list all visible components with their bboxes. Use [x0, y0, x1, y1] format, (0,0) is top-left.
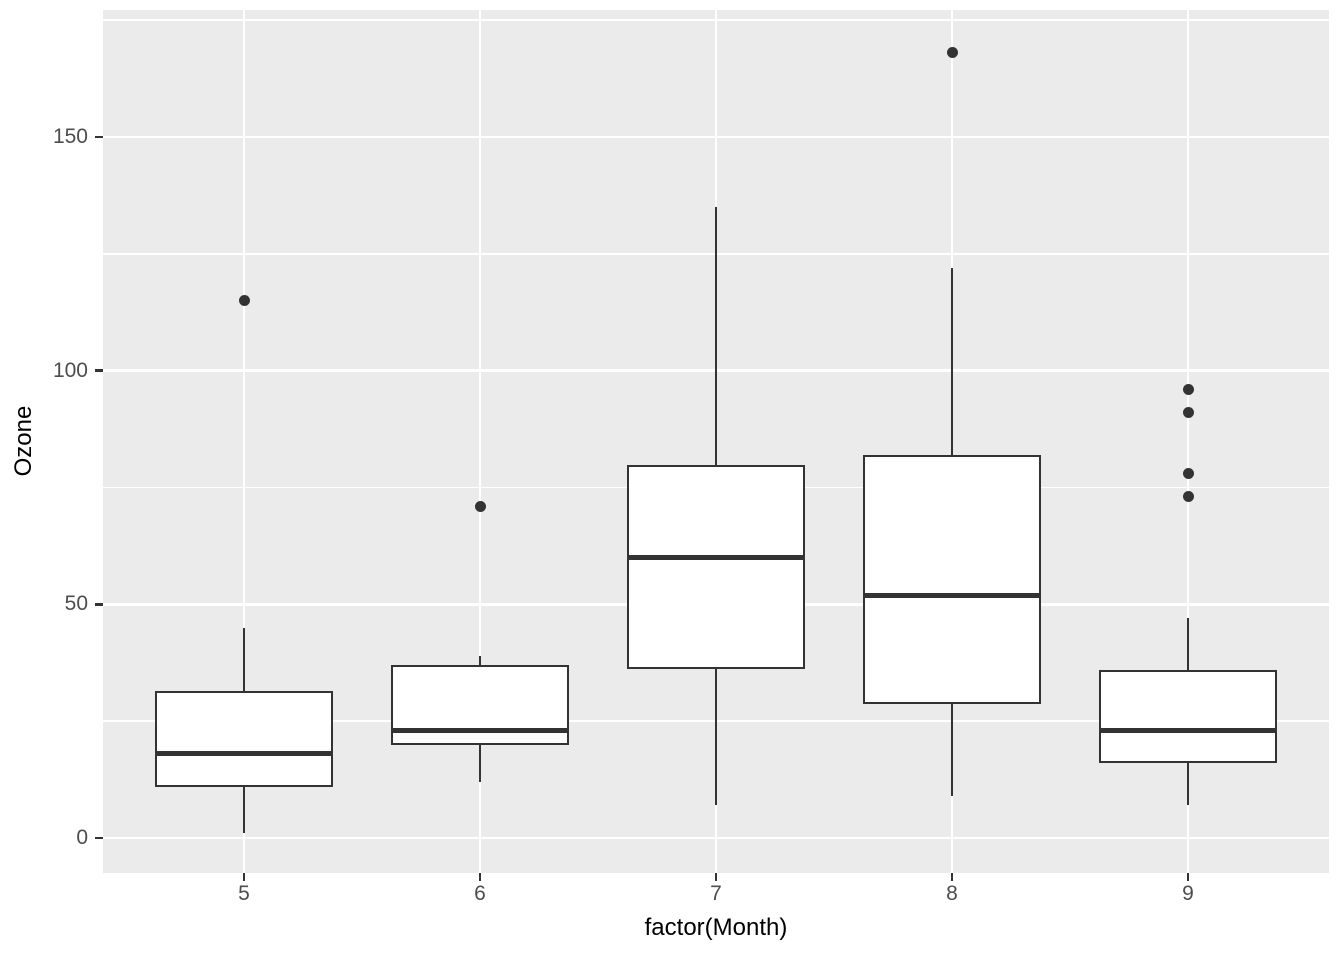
x-tick-label-6: 6 — [474, 882, 486, 905]
outlier-month-8-168 — [946, 47, 958, 59]
whisker-lower-month-5 — [242, 786, 246, 834]
x-tick-9 — [1186, 873, 1190, 881]
x-tick-label-8: 8 — [946, 882, 958, 905]
x-tick-5 — [242, 873, 246, 881]
plot-panel — [103, 10, 1329, 873]
whisker-upper-month-7 — [714, 207, 718, 466]
median-month-9 — [1101, 728, 1275, 734]
median-month-6 — [393, 728, 567, 734]
x-tick-7 — [714, 873, 718, 881]
y-tick-50 — [95, 603, 103, 606]
y-tick-150 — [95, 135, 103, 139]
box-month-8 — [863, 454, 1041, 704]
x-tick-label-9: 9 — [1182, 882, 1194, 905]
box-month-5 — [155, 690, 333, 787]
x-tick-label-5: 5 — [238, 882, 250, 905]
gridline-major-x-5 — [242, 10, 246, 873]
whisker-lower-month-6 — [478, 744, 482, 782]
x-axis-title: factor(Month) — [644, 914, 788, 941]
whisker-upper-month-6 — [478, 655, 482, 666]
y-tick-label-0: 0 — [76, 826, 88, 849]
whisker-upper-month-5 — [242, 627, 246, 691]
whisker-lower-month-7 — [714, 668, 718, 806]
y-tick-label-50: 50 — [64, 592, 88, 616]
median-month-8 — [865, 592, 1039, 598]
gridline-major-x-6 — [478, 10, 482, 873]
whisker-upper-month-8 — [950, 267, 954, 455]
box-month-9 — [1099, 669, 1277, 764]
x-tick-6 — [478, 873, 482, 881]
box-month-7 — [627, 465, 805, 669]
x-tick-8 — [950, 873, 954, 881]
whisker-lower-month-8 — [950, 703, 954, 796]
outlier-month-6-71 — [474, 500, 486, 512]
y-tick-label-150: 150 — [52, 125, 88, 149]
whisker-upper-month-9 — [1186, 618, 1190, 670]
median-month-5 — [157, 751, 331, 757]
y-tick-0 — [95, 836, 103, 840]
outlier-month-9-73 — [1182, 491, 1194, 503]
y-axis-title: Ozone — [10, 405, 37, 477]
outlier-month-9-96 — [1182, 383, 1194, 395]
outlier-month-9-78 — [1182, 468, 1194, 479]
x-tick-label-7: 7 — [710, 882, 722, 905]
y-tick-label-100: 100 — [52, 358, 88, 382]
whisker-lower-month-9 — [1186, 763, 1190, 806]
outlier-month-9-91 — [1182, 407, 1194, 419]
outlier-month-5-115 — [238, 295, 250, 307]
median-month-7 — [629, 555, 803, 561]
gridline-major-x-9 — [1186, 10, 1190, 873]
y-tick-100 — [95, 369, 103, 372]
